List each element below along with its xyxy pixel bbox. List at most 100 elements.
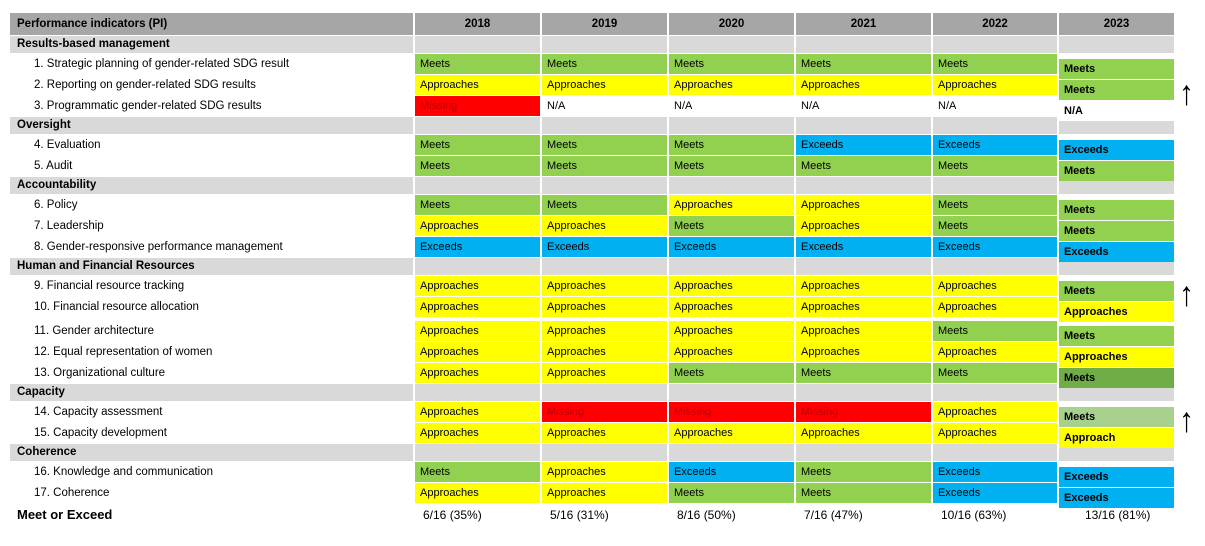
rating-cell-2020: Approaches [669, 195, 794, 215]
rating-cell-2021: Approaches [796, 216, 931, 236]
rating-cell-2018: Approaches [415, 321, 540, 341]
year-header-2022: 2022 [933, 13, 1057, 35]
section-row: Results-based management [10, 36, 1205, 53]
section-band-2023 [1059, 36, 1174, 53]
indicator-row: 11. Gender architecture Approaches Approac… [10, 321, 1205, 346]
indicator-row: 6. Policy Meets Meets Approaches Approaches M… [10, 195, 1205, 220]
rating-cell-2021: Approaches [796, 276, 931, 296]
section-band-2020 [669, 384, 794, 401]
section-arrow-spacer [1176, 258, 1200, 275]
rating-cell-2019: Approaches [542, 75, 667, 95]
rating-cell-2022: Approaches [933, 342, 1057, 362]
indicator-label: 14. Capacity assessment [10, 402, 413, 422]
section-band-2018 [415, 36, 540, 53]
section-header: Oversight [10, 117, 413, 134]
indicator-label: 2. Reporting on gender-related SDG resul… [10, 75, 413, 95]
year-header-2021: 2021 [796, 13, 931, 35]
section-band-2023 [1059, 444, 1174, 461]
rating-cell-2023: Exceeds [1059, 488, 1174, 508]
rating-cell-2018: Approaches [415, 423, 540, 443]
rating-cell-2023: Meets [1059, 221, 1174, 241]
arrow-cell [1176, 321, 1200, 341]
indicator-label: 11. Gender architecture [10, 321, 413, 341]
rating-cell-2020: Meets [669, 135, 794, 155]
rating-cell-2023: Meets [1059, 368, 1174, 388]
indicator-label: 12. Equal representation of women [10, 342, 413, 362]
indicator-label: 15. Capacity development [10, 423, 413, 443]
up-arrow-icon: ↑ [1179, 401, 1194, 440]
rating-cell-2018: Meets [415, 462, 540, 482]
indicator-row: 12. Equal representation of women Approac… [10, 342, 1205, 367]
rating-cell-2023: Approaches [1059, 347, 1174, 367]
rating-cell-2019: Meets [542, 156, 667, 176]
arrow-cell [1176, 216, 1200, 236]
indicator-label: 4. Evaluation [10, 135, 413, 155]
rating-cell-2018: Approaches [415, 276, 540, 296]
rating-cell-2021: Exceeds [796, 135, 931, 155]
section-header: Coherence [10, 444, 413, 461]
rating-cell-2022: Approaches [933, 423, 1057, 443]
indicator-row: 4. Evaluation Meets Meets Meets Exceeds Excee… [10, 135, 1205, 160]
rating-cell-2022: Approaches [933, 75, 1057, 95]
rating-cell-2018: Meets [415, 135, 540, 155]
indicator-row: 16. Knowledge and communication Meets Appr… [10, 462, 1205, 487]
section-band-2021 [796, 177, 931, 194]
rating-cell-2023: Meets [1059, 281, 1174, 301]
arrow-cell [1176, 237, 1200, 257]
rating-cell-2022: Meets [933, 321, 1057, 341]
indicator-row: 8. Gender-responsive performance managem… [10, 237, 1205, 262]
indicator-label: 13. Organizational culture [10, 363, 413, 383]
rating-cell-2019: Approaches [542, 483, 667, 503]
rating-cell-2020: Approaches [669, 423, 794, 443]
rating-cell-2021: Approaches [796, 423, 931, 443]
rating-cell-2018: Approaches [415, 297, 540, 317]
indicator-label: 1. Strategic planning of gender-related … [10, 54, 413, 74]
section-arrow-spacer [1176, 177, 1200, 194]
section-arrow-spacer [1176, 117, 1200, 134]
arrow-cell [1176, 135, 1200, 155]
section-band-2021 [796, 444, 931, 461]
indicator-label: 5. Audit [10, 156, 413, 176]
rating-cell-2023: N/A [1059, 101, 1174, 121]
arrow-cell [1176, 462, 1200, 482]
rating-cell-2019: Approaches [542, 216, 667, 236]
up-arrow-icon: ↑ [1179, 74, 1194, 113]
arrow-cell [1176, 156, 1200, 176]
section-band-2018 [415, 384, 540, 401]
rating-cell-2018: Exceeds [415, 237, 540, 257]
rating-cell-2019: Meets [542, 54, 667, 74]
rating-cell-2019: Approaches [542, 423, 667, 443]
section-band-2019 [542, 444, 667, 461]
section-band-2021 [796, 384, 931, 401]
section-arrow-spacer [1176, 444, 1200, 461]
indicator-row: 10. Financial resource allocation Approac… [10, 297, 1205, 322]
rating-cell-2020: Meets [669, 363, 794, 383]
section-band-2019 [542, 177, 667, 194]
section-band-2020 [669, 444, 794, 461]
rating-cell-2021: Meets [796, 483, 931, 503]
rating-cell-2022: Exceeds [933, 483, 1057, 503]
rating-cell-2021: Meets [796, 54, 931, 74]
arrow-cell [1176, 195, 1200, 215]
summary-row: Meet or Exceed 6/16 (35%) 5/16 (31%) 8/16 (… [10, 504, 1205, 528]
rating-cell-2019: N/A [542, 96, 667, 116]
rating-cell-2019: Exceeds [542, 237, 667, 257]
indicator-label: 3. Programmatic gender-related SDG resul… [10, 96, 413, 116]
arrow-cell [1176, 54, 1200, 74]
section-band-2021 [796, 258, 931, 275]
table-header-row: Performance indicators (PI) 2018 2019 2020 2… [10, 13, 1205, 35]
rating-cell-2020: Exceeds [669, 462, 794, 482]
section-band-2022 [933, 177, 1057, 194]
section-band-2021 [796, 117, 931, 134]
rating-cell-2021: Meets [796, 156, 931, 176]
arrow-cell [1176, 297, 1200, 317]
section-header: Results-based management [10, 36, 413, 53]
section-row: Human and Financial Resources [10, 258, 1205, 275]
rating-cell-2021: Approaches [796, 321, 931, 341]
rating-cell-2023: Approach [1059, 428, 1174, 448]
indicator-row: 5. Audit Meets Meets Meets Meets Meets Meets [10, 156, 1205, 181]
summary-label: Meet or Exceed [17, 507, 113, 522]
rating-cell-2021: Meets [796, 462, 931, 482]
rating-cell-2022: Meets [933, 216, 1057, 236]
arrow-cell: ↑ [1176, 402, 1200, 438]
